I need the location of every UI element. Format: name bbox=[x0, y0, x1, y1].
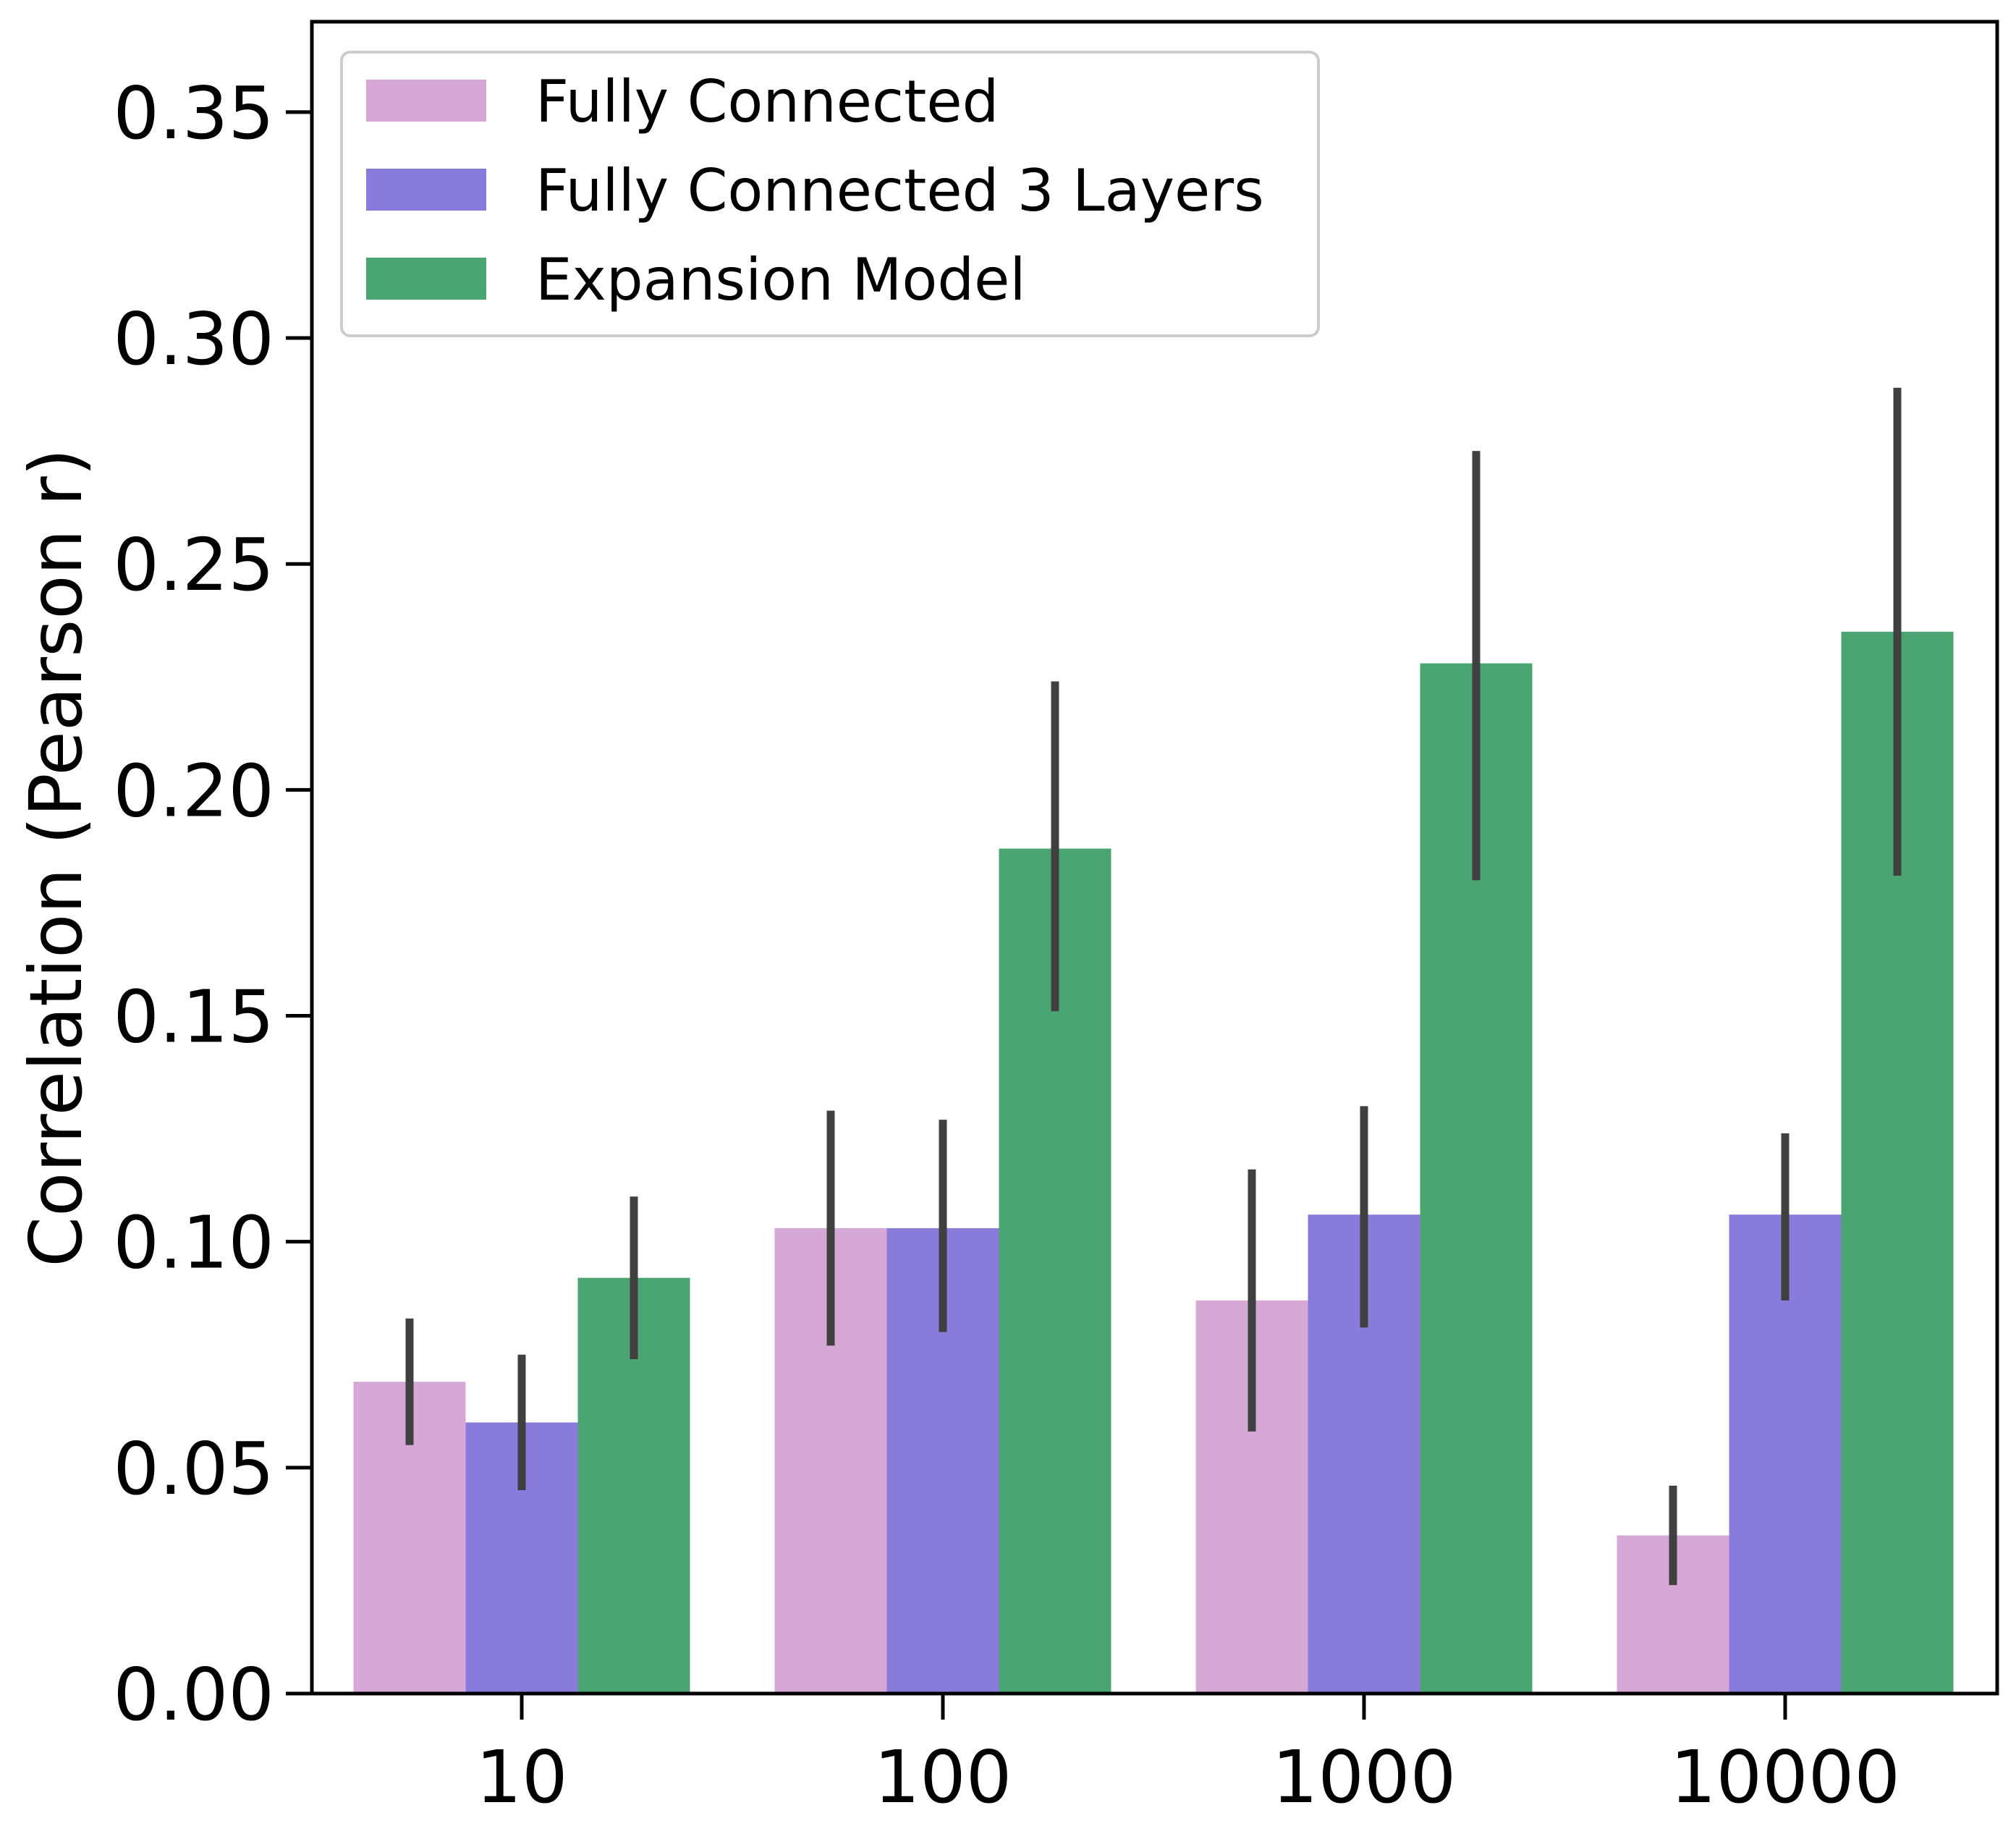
y-tick-label: 0.05 bbox=[113, 1426, 274, 1511]
y-tick-label: 0.00 bbox=[113, 1652, 274, 1737]
y-tick-label: 0.15 bbox=[113, 975, 274, 1060]
y-tick-label: 0.10 bbox=[113, 1201, 274, 1285]
y-tick-label: 0.30 bbox=[113, 297, 274, 381]
y-tick-label: 0.20 bbox=[113, 748, 274, 833]
legend-swatch-expansion-model bbox=[366, 258, 486, 300]
y-tick-label: 0.25 bbox=[113, 523, 274, 607]
bars-layer bbox=[353, 631, 1954, 1694]
plot-frame bbox=[310, 20, 1999, 1696]
x-tick-label: 10000 bbox=[1670, 1735, 1900, 1819]
legend-label-expansion-model: Expansion Model bbox=[535, 246, 1026, 313]
legend-box bbox=[340, 51, 1320, 337]
y-axis-ticks: 0.00 0.05 0.10 0.15 0.20 0.25 0.30 0.35 bbox=[113, 71, 312, 1737]
x-tick-label: 1000 bbox=[1272, 1735, 1457, 1819]
axes-layer bbox=[310, 20, 1999, 1696]
legend-swatch-fully-connected-3-layers bbox=[366, 169, 486, 211]
legend-label-fully-connected: Fully Connected bbox=[535, 68, 999, 135]
x-tick-label: 10 bbox=[475, 1735, 567, 1819]
y-tick-label: 0.35 bbox=[113, 71, 274, 156]
errorbars-layer bbox=[405, 387, 1902, 1586]
y-axis-title: Correlation (Pearson r) bbox=[14, 448, 98, 1267]
x-axis-ticks: 10 100 1000 10000 bbox=[475, 1694, 1900, 1819]
legend-swatch-fully-connected bbox=[366, 80, 486, 122]
x-tick-label: 100 bbox=[874, 1735, 1012, 1819]
legend-label-fully-connected-3-layers: Fully Connected 3 Layers bbox=[535, 157, 1264, 224]
legend: Fully Connected Fully Connected 3 Layers E… bbox=[340, 51, 1320, 337]
